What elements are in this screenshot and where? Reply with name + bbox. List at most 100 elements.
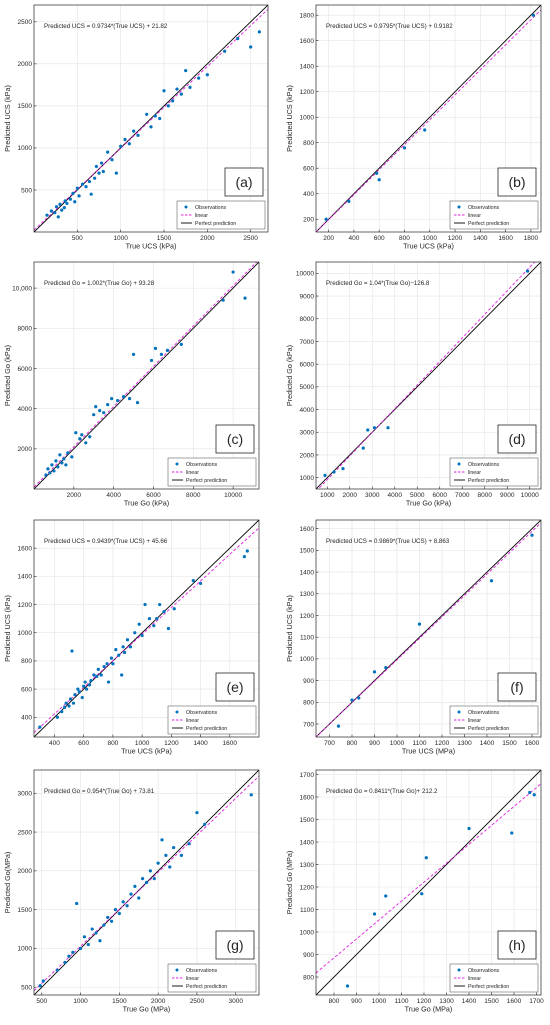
x-tick-label: 1300 (457, 740, 472, 747)
observation-point (158, 602, 162, 607)
y-tick-label: 2000 (18, 446, 33, 453)
observation-point (78, 946, 83, 951)
y-tick-label: 900 (303, 952, 314, 959)
legend-linear-label: linear (195, 213, 208, 219)
y-axis-label: Predicted Go (MPa) (285, 851, 294, 915)
chart-panel: 700 800 900 1000 1100 1200 1300 1400 1500 1600 700… (285, 519, 542, 756)
y-tick-label: 1400 (300, 64, 315, 71)
legend: Observations linear Perfect prediction (449, 705, 539, 735)
legend-observations-marker (184, 205, 188, 209)
x-tick-label: 1000 (73, 998, 88, 1005)
observation-point (94, 164, 98, 169)
x-tick-label: 2000 (343, 492, 358, 499)
observation-point (88, 435, 92, 439)
observation-point (52, 469, 56, 473)
x-tick-label: 4000 (388, 492, 403, 499)
observation-point (171, 99, 175, 103)
legend-linear-label: linear (468, 470, 481, 476)
observation-point (117, 653, 121, 657)
y-tick-label: 1000 (18, 630, 33, 637)
observation-point (350, 698, 354, 702)
observation-point (155, 617, 159, 621)
linear-fit-line (34, 527, 259, 733)
observation-point (63, 960, 67, 965)
legend: Observations linear Perfect prediction (176, 200, 266, 230)
panel-label-box (215, 930, 255, 960)
observation-point (64, 701, 68, 705)
observation-point (324, 217, 328, 221)
observation-point (332, 470, 336, 474)
observation-point (92, 673, 96, 677)
x-tick-label: 800 (399, 235, 410, 242)
legend-observations-marker (175, 710, 179, 714)
y-tick-label: 800 (21, 658, 32, 665)
observation-point (489, 579, 494, 583)
observation-point (188, 85, 192, 89)
observation-point (110, 397, 114, 401)
observation-point (60, 208, 64, 212)
observation-point (80, 695, 84, 700)
chart-panel: 800 900 1000 1100 1200 1300 1400 1500 1600 1700 80… (285, 769, 544, 1014)
y-tick-label: 1000 (300, 115, 315, 122)
axes-frame (315, 519, 542, 738)
x-tick-label: 500 (36, 998, 47, 1005)
panel-label-box (215, 424, 255, 454)
observation-point (99, 673, 103, 677)
x-tick-label: 600 (78, 740, 89, 747)
legend-observations-marker (457, 968, 461, 972)
panel-label: (h) (508, 937, 525, 953)
observation-point (75, 186, 79, 190)
observation-point (106, 403, 110, 407)
y-tick-label: 3000 (18, 791, 33, 798)
fit-equation: Predicted UCS = 0.9795*(True UCS) + 0.91… (326, 23, 453, 30)
observation-point (120, 673, 124, 677)
x-tick-label: 5000 (410, 492, 425, 499)
observation-point (78, 437, 82, 441)
observation-point (528, 790, 532, 795)
observation-point (423, 128, 427, 132)
y-tick-label: 400 (21, 715, 32, 722)
observation-point (249, 45, 253, 49)
observation-point (48, 471, 52, 475)
y-tick-label: 1600 (300, 526, 315, 533)
observation-point (347, 199, 351, 203)
observation-point (55, 715, 59, 719)
y-tick-label: 1800 (300, 13, 315, 20)
y-tick-label: 900 (303, 678, 314, 685)
observation-point (55, 968, 59, 972)
observation-point (111, 662, 115, 666)
linear-fit-line (316, 9, 541, 232)
observation-point (70, 649, 74, 653)
y-tick-label: 7000 (300, 339, 315, 346)
observation-point (64, 463, 68, 467)
observation-point (122, 650, 127, 655)
y-tick-label: 600 (21, 686, 32, 693)
x-tick-label: 1600 (223, 740, 238, 747)
perfect-prediction-line (316, 5, 541, 232)
perfect-prediction-line (34, 520, 259, 737)
x-tick-label: 2000 (151, 998, 166, 1005)
observation-point (531, 13, 536, 17)
observation-point (94, 405, 98, 409)
legend-observations-label: Observations (468, 462, 500, 468)
fit-equation: Predicted UCS = 0.9734*(True UCS) + 21.8… (44, 23, 168, 30)
observation-point (46, 467, 50, 471)
observation-point (105, 662, 109, 666)
y-axis-label: Predicted Go(MPa) (3, 852, 12, 914)
observation-point (420, 892, 424, 896)
observation-point (54, 459, 58, 463)
observation-point (95, 674, 99, 679)
observation-point (41, 979, 45, 983)
observation-point (372, 426, 377, 430)
y-tick-label: 1600 (18, 545, 33, 552)
legend-observations-label: Observations (195, 205, 227, 211)
y-tick-label: 500 (21, 985, 32, 992)
x-tick-label: 1600 (525, 740, 540, 747)
observation-point (89, 192, 93, 196)
legend-linear-label: linear (186, 718, 199, 724)
y-tick-label: 8000 (18, 326, 33, 333)
perfect-prediction-line (34, 5, 268, 232)
legend-box (449, 457, 539, 487)
observation-point (372, 670, 377, 674)
